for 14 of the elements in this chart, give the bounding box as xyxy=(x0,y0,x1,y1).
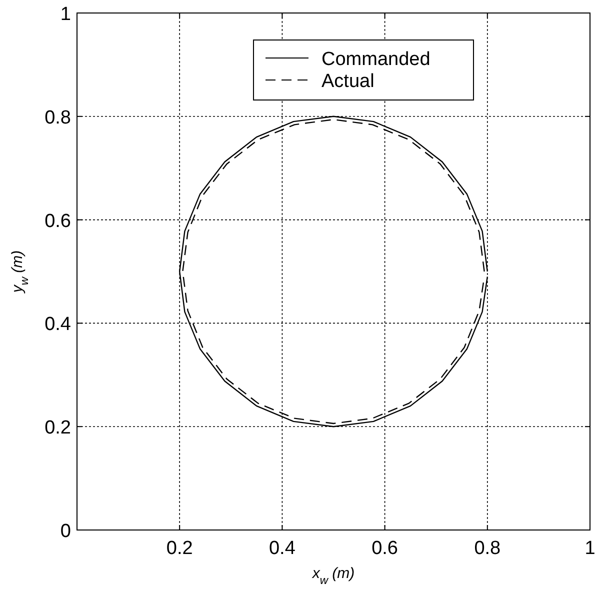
y-tick-label: 1 xyxy=(60,4,71,25)
x-tick-label: 0.6 xyxy=(372,538,398,559)
legend-label: Actual xyxy=(322,71,374,92)
y-tick-label: 0 xyxy=(60,521,71,542)
y-tick-label: 0.6 xyxy=(44,210,71,232)
x-axis-title: x$_{w}$ (m) xyxy=(311,565,355,587)
x-tick-label: 0.8 xyxy=(474,538,501,559)
x-tick-label: 0.4 xyxy=(268,538,296,559)
legend-label: Commanded xyxy=(322,49,430,70)
y-tick-label: 0.8 xyxy=(44,107,71,128)
y-tick-label: 0.2 xyxy=(44,418,71,439)
x-tick-label: 0.2 xyxy=(166,538,193,559)
y-tick-label: 0.4 xyxy=(44,314,72,336)
x-tick-label: 1 xyxy=(584,538,596,559)
